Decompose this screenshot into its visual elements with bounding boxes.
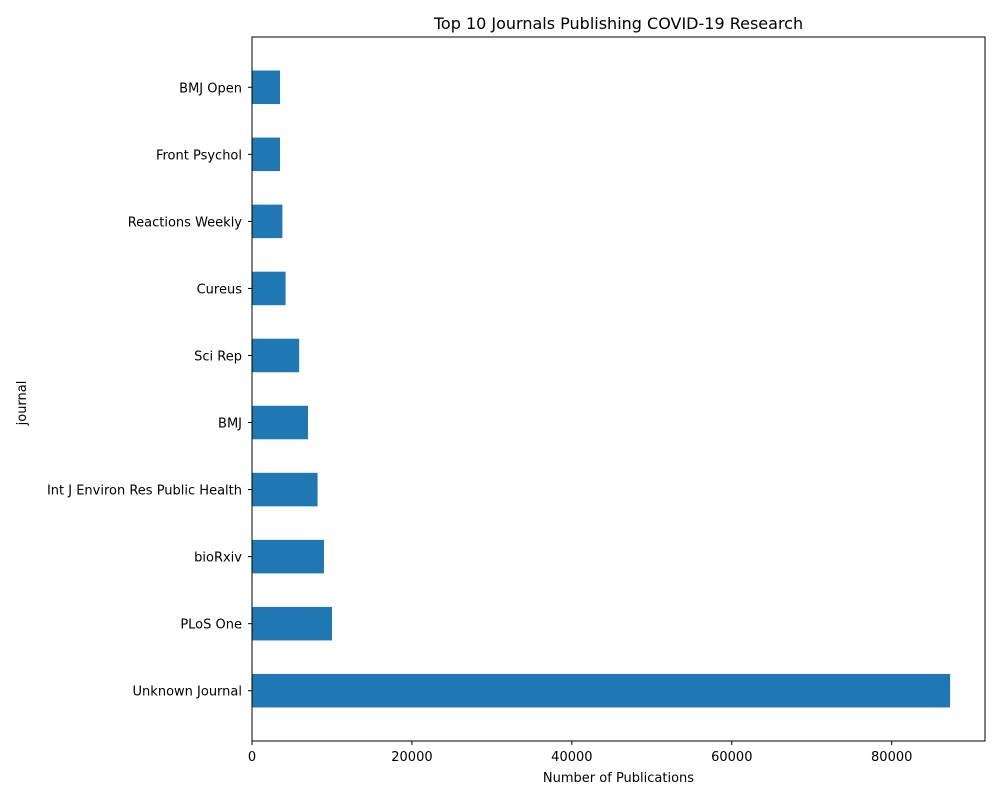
y-tick-label: Unknown Journal	[133, 685, 242, 700]
y-tick-label: Cureus	[197, 282, 243, 297]
y-axis: Unknown Journal PLoS One bioRxiv Int J Envi…	[47, 81, 252, 700]
x-axis: 0 20000 40000 60000 80000	[248, 741, 912, 765]
y-tick-label: BMJ	[218, 417, 242, 432]
bar	[252, 137, 280, 172]
y-tick-label: Reactions Weekly	[128, 215, 243, 230]
bar	[252, 204, 283, 239]
x-tick-label: 80000	[871, 750, 912, 765]
x-tick-label: 20000	[391, 750, 432, 765]
bar	[252, 606, 332, 641]
x-tick-label: 0	[248, 750, 256, 765]
y-tick-label: Front Psychol	[156, 148, 242, 163]
bar	[252, 539, 324, 574]
bar	[252, 70, 280, 105]
y-axis-label: journal	[15, 381, 30, 427]
y-tick-label: bioRxiv	[194, 551, 242, 566]
bars-group	[252, 70, 951, 708]
y-tick-label: PLoS One	[180, 618, 242, 633]
plot-border	[251, 36, 986, 742]
x-axis-label: Number of Publications	[543, 771, 694, 786]
chart-title: Top 10 Journals Publishing COVID-19 Rese…	[433, 14, 803, 33]
bar	[252, 673, 951, 708]
bar	[252, 271, 286, 306]
y-tick-label: BMJ Open	[179, 81, 242, 96]
y-tick-label: Sci Rep	[194, 349, 242, 364]
bar	[252, 472, 318, 507]
bar	[252, 405, 308, 440]
y-tick-label: Int J Environ Res Public Health	[47, 484, 242, 499]
x-tick-label: 40000	[551, 750, 592, 765]
x-tick-label: 60000	[711, 750, 752, 765]
plot-frame	[251, 36, 986, 742]
bar	[252, 338, 300, 373]
